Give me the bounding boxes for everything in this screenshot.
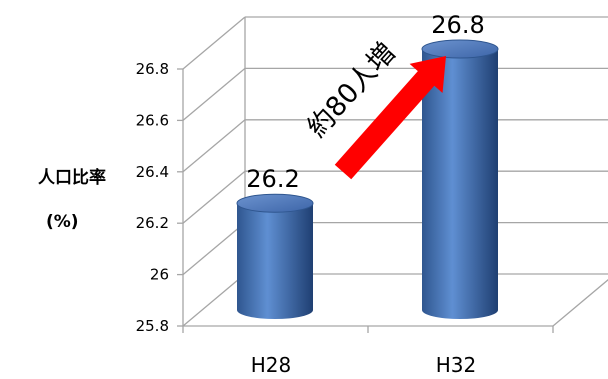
gridline-diagonal bbox=[182, 16, 246, 70]
y-tick-label: 26.6 bbox=[136, 111, 169, 129]
y-tick-label: 26 bbox=[150, 266, 169, 284]
gridline-diagonal bbox=[182, 170, 246, 224]
gridline-diagonal bbox=[182, 119, 246, 173]
y-tick-label: 26.8 bbox=[136, 60, 169, 78]
x-tick-label: H28 bbox=[251, 353, 292, 377]
gridline-diagonal bbox=[182, 273, 246, 327]
bar-top bbox=[421, 39, 499, 59]
bar-body bbox=[237, 203, 313, 319]
bar bbox=[421, 39, 499, 319]
data-label: 26.2 bbox=[246, 165, 299, 193]
y-axis-title-line2: (%) bbox=[46, 212, 79, 232]
data-label: 26.8 bbox=[431, 11, 484, 39]
arrow-shape bbox=[334, 55, 447, 180]
bar-body bbox=[422, 49, 498, 319]
y-tick-label: 26.2 bbox=[136, 214, 169, 232]
bar bbox=[236, 193, 314, 319]
x-tick-label: H32 bbox=[436, 353, 477, 377]
y-tick-label: 25.8 bbox=[136, 317, 169, 335]
increase-arrow bbox=[334, 55, 447, 180]
y-axis-title-line1: 人口比率 bbox=[38, 168, 106, 188]
floor-depth-line bbox=[552, 279, 608, 327]
bar-top bbox=[236, 193, 314, 213]
gridline-diagonal bbox=[182, 67, 246, 121]
y-tick-label: 26.4 bbox=[136, 163, 169, 181]
gridline-diagonal bbox=[182, 222, 246, 276]
